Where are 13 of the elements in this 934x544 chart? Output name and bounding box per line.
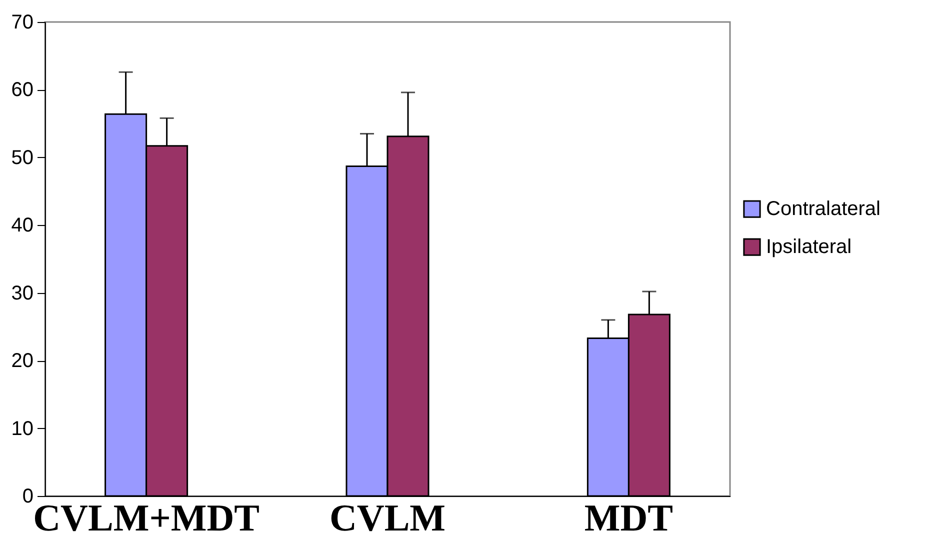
y-tick-label: 20 <box>11 350 34 372</box>
x-tick-label: CVLM+MDT <box>33 498 260 540</box>
y-tick-label: 50 <box>11 146 34 169</box>
y-tick-label: 0 <box>22 486 34 508</box>
x-tick-label: MDT <box>584 498 674 540</box>
x-tick-label: CVLM <box>329 498 446 540</box>
y-tick-label: 70 <box>11 12 34 34</box>
y-tick-label: 10 <box>11 418 34 440</box>
y-tick-label: 40 <box>11 214 34 237</box>
legend-label: Ipsilateral <box>766 236 852 258</box>
y-tick-label: 60 <box>11 79 34 102</box>
y-tick-label: 30 <box>11 282 34 304</box>
legend-label: Contralateral <box>766 198 881 220</box>
